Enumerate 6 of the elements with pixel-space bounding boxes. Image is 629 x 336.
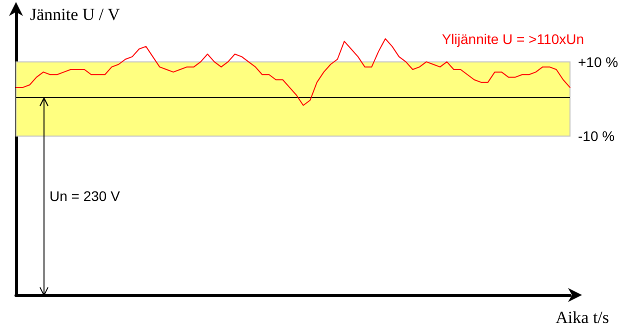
annotation: Ylijännite U = >110xUn	[442, 31, 584, 47]
y-axis-title: Jännite U / V	[30, 5, 121, 24]
annotation: Un = 230 V	[50, 188, 120, 204]
text: -10 %	[578, 128, 615, 144]
text: +10 %	[578, 54, 618, 70]
x-axis-title: Aika t/s	[556, 308, 609, 327]
